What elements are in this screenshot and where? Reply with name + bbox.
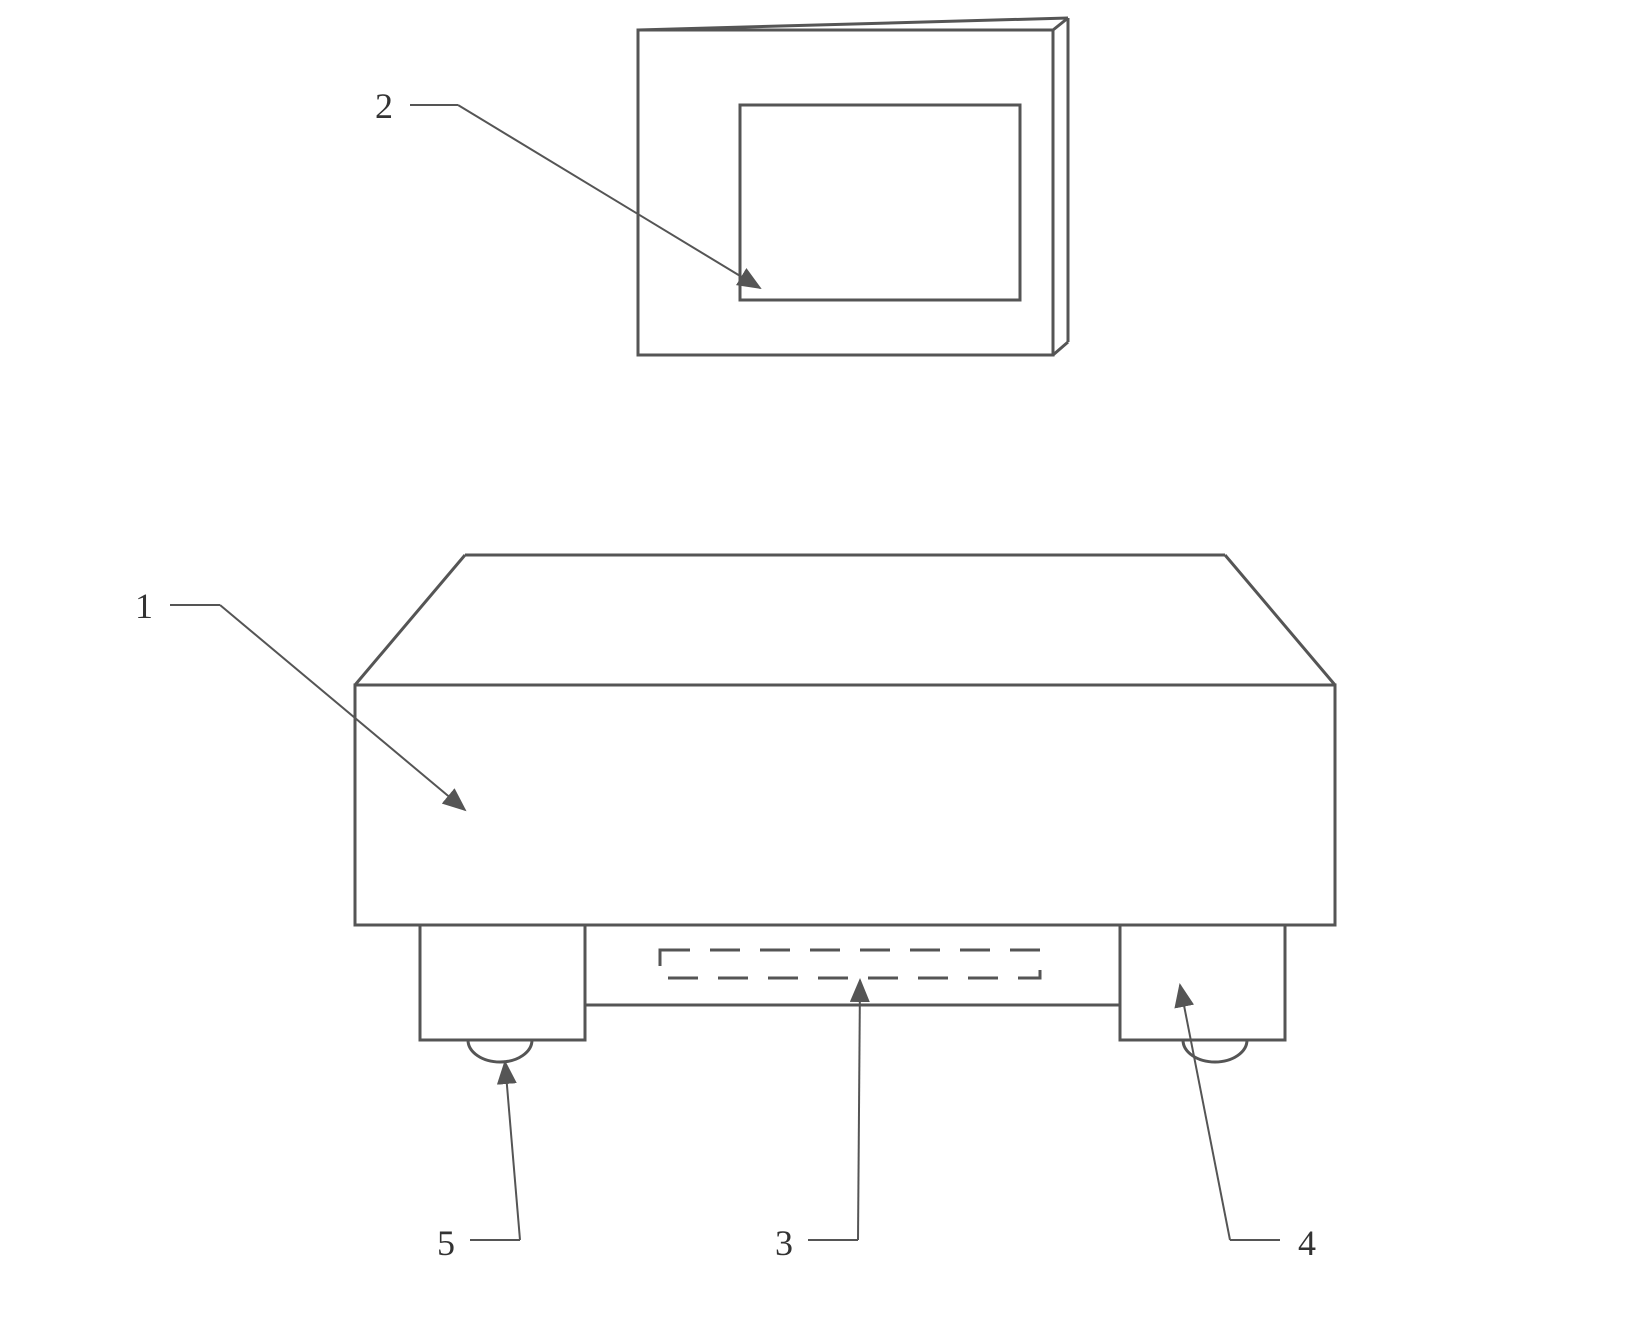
monitor-unit <box>638 18 1068 355</box>
base-unit <box>355 555 1335 1062</box>
technical-diagram: 1 2 3 4 5 <box>0 0 1649 1322</box>
label-5: 5 <box>437 1222 455 1264</box>
callout-lines <box>170 105 1280 1240</box>
diagram-svg <box>0 0 1649 1322</box>
label-4: 4 <box>1298 1222 1316 1264</box>
label-3: 3 <box>775 1222 793 1264</box>
label-1: 1 <box>135 585 153 627</box>
label-2: 2 <box>375 85 393 127</box>
